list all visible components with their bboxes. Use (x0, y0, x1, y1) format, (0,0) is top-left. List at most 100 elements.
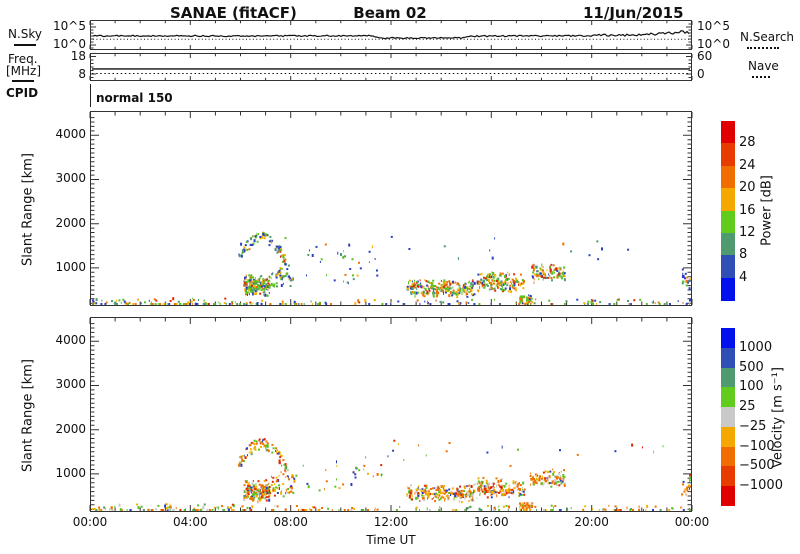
data-point (245, 487, 248, 490)
data-point (479, 286, 481, 289)
data-point (464, 497, 466, 501)
data-point (228, 303, 231, 306)
data-point (435, 492, 438, 495)
data-point (544, 478, 547, 482)
data-point (280, 284, 283, 287)
data-point (267, 486, 269, 490)
data-point (560, 470, 562, 473)
data-point (258, 483, 261, 486)
data-point (426, 284, 429, 287)
colorbar-segment (721, 328, 735, 349)
data-point (99, 509, 102, 511)
colorbar-segment (721, 407, 735, 428)
data-point (467, 492, 470, 496)
data-point (539, 475, 542, 478)
data-point (249, 448, 252, 451)
data-point (192, 297, 194, 300)
data-point (549, 470, 552, 473)
data-point (268, 275, 270, 278)
data-point (486, 489, 489, 492)
data-point (479, 484, 482, 487)
data-point (454, 509, 457, 511)
data-point (406, 495, 408, 497)
data-point (311, 506, 313, 509)
data-point (249, 497, 252, 500)
data-point (527, 299, 530, 302)
data-point (243, 497, 246, 499)
data-point (101, 509, 103, 511)
data-point (250, 237, 253, 240)
data-point (626, 506, 628, 510)
data-point (285, 476, 287, 478)
data-point (331, 509, 333, 512)
colorbar-label: 8 (739, 247, 748, 263)
data-point (259, 292, 262, 295)
data-point (249, 443, 252, 446)
data-point (560, 482, 563, 485)
data-point (521, 502, 524, 505)
data-point (522, 481, 525, 485)
data-point (684, 272, 687, 275)
dotted-line-legend (747, 47, 779, 49)
data-point (302, 464, 304, 467)
data-point (257, 497, 260, 500)
data-point (161, 509, 164, 512)
data-point (529, 294, 532, 297)
data-point (431, 487, 434, 490)
data-point (275, 476, 278, 479)
data-point (137, 506, 140, 510)
data-point (252, 484, 255, 487)
data-point (433, 288, 436, 290)
noise-search-label: N.Search (740, 30, 795, 44)
data-point (279, 456, 282, 459)
data-point (408, 281, 409, 285)
data-point (505, 482, 508, 485)
data-point (275, 486, 278, 489)
data-point (515, 481, 517, 483)
data-point (244, 456, 247, 459)
data-point (284, 469, 286, 472)
data-point (491, 256, 494, 260)
data-point (305, 509, 308, 511)
data-point (492, 484, 494, 488)
data-point (278, 250, 280, 253)
data-point (425, 280, 428, 283)
data-point (244, 509, 247, 511)
data-point (272, 487, 275, 490)
data-point (422, 293, 425, 297)
data-point (530, 478, 533, 481)
data-point (613, 303, 616, 305)
data-point (239, 461, 241, 465)
data-point (279, 246, 282, 249)
data-point (287, 491, 290, 494)
data-point (490, 284, 493, 287)
data-point (325, 469, 327, 471)
colorbar-segment (721, 143, 735, 167)
data-point (516, 485, 519, 488)
data-point (247, 495, 249, 498)
data-point (653, 450, 654, 454)
data-point (337, 251, 339, 255)
data-point (374, 509, 376, 511)
data-point (438, 509, 441, 511)
data-point (688, 287, 691, 291)
data-point (556, 269, 559, 272)
data-point (432, 285, 434, 289)
data-point (538, 479, 541, 482)
data-point (478, 482, 481, 485)
data-point (267, 285, 269, 288)
data-point (249, 488, 252, 491)
data-point (206, 508, 209, 511)
data-point (288, 275, 291, 278)
data-point (559, 268, 562, 271)
data-point (421, 492, 424, 494)
data-point (504, 287, 507, 290)
data-point (240, 455, 243, 459)
data-point (392, 449, 395, 452)
data-point (682, 509, 685, 512)
data-point (100, 303, 103, 305)
data-point (245, 286, 248, 290)
data-point (260, 495, 263, 498)
data-point (252, 442, 255, 445)
data-point (510, 492, 512, 494)
